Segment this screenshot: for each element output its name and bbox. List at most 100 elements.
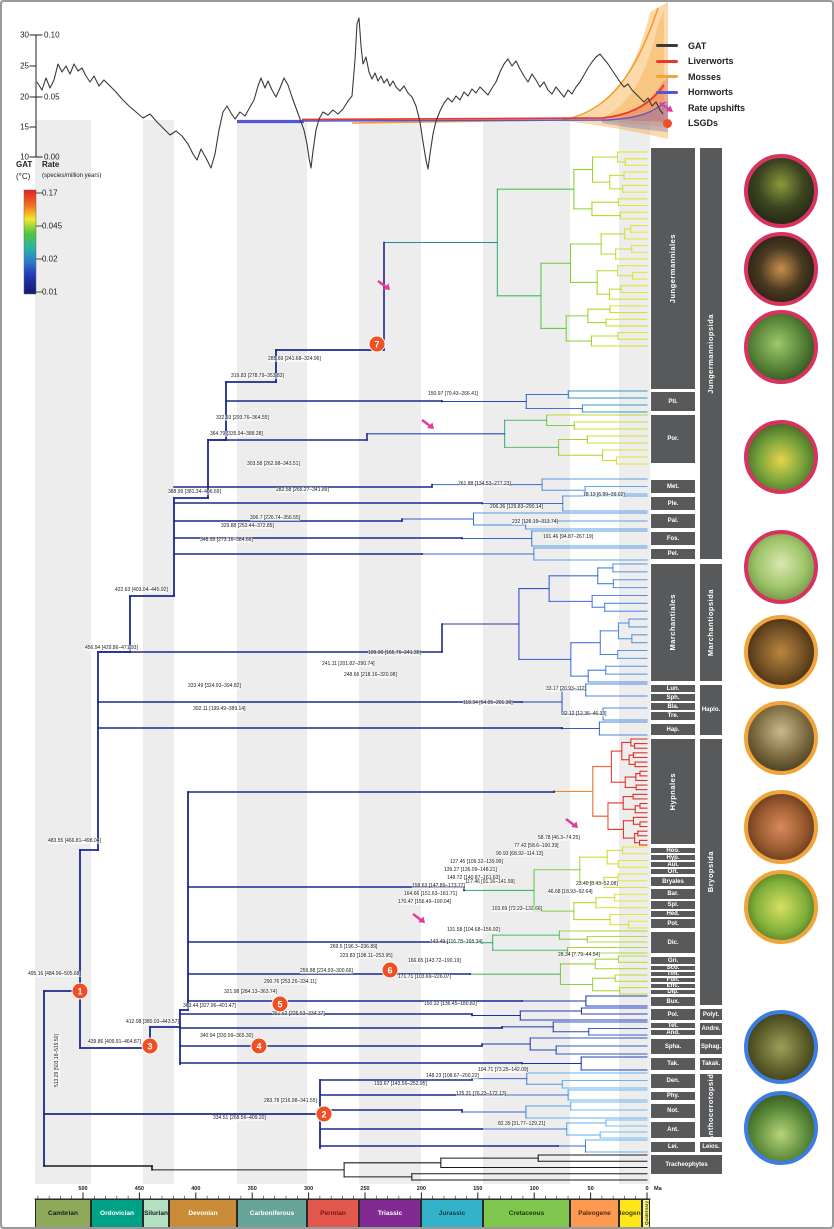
phylogenetic-tree xyxy=(43,151,648,1181)
node-age-label: 150.32 [136.45–180.82] xyxy=(424,1001,477,1007)
gat-tick-label: 30 xyxy=(20,30,29,40)
clade-bar-label: Dic. xyxy=(667,939,679,946)
clade-bar-marchantiopsida: Marchantiopsida xyxy=(699,563,723,682)
clade-bar-label: Hap. xyxy=(666,726,680,733)
clade-bar-label: Lun. xyxy=(666,685,680,692)
node-age-label: 23.40 [8.43–52.08] xyxy=(576,881,618,887)
node-age-label: 117.46 [91.16–141.99] xyxy=(465,879,515,885)
clade-bar-label: Jungermanniopsida xyxy=(706,313,716,394)
clade-bar-label: Tre. xyxy=(667,713,679,719)
clade-bar-label: Jungermanniales xyxy=(668,233,678,304)
legend-label: LSGDs xyxy=(688,118,719,129)
lsgd-marker-3: 3 xyxy=(142,1038,158,1054)
line-swatch xyxy=(656,75,678,79)
clade-bar-label: Haplo. xyxy=(701,707,721,713)
node-age-label: 269.5 [196.3–236.89] xyxy=(330,944,378,950)
rate-axis-label: Rate xyxy=(42,160,60,169)
clade-bar-gri: Gri. xyxy=(650,956,696,965)
lsgd-marker-5: 5 xyxy=(272,996,288,1012)
node-age-label: 248.66 [218.16–320.98] xyxy=(344,672,397,678)
clade-bar-tet: Tet. xyxy=(650,1022,696,1029)
timescale-unit-label: Ma xyxy=(654,1186,662,1192)
clade-bar-label: Lei. xyxy=(667,1144,679,1150)
clade-bar-pol: Pol. xyxy=(650,1008,696,1021)
node-age-label: 58.78 [46.3–74.25] xyxy=(538,835,580,841)
clade-bar-pal: Pal. xyxy=(650,513,696,529)
clade-bar-sco: Sco. xyxy=(650,965,696,971)
node-age-label: 483.55 [466.81–498.04] xyxy=(48,838,101,844)
clade-bar-haplo: Haplo. xyxy=(699,684,723,736)
gat-tick-label: 10 xyxy=(20,152,29,162)
clade-bar-label: Bryopsida xyxy=(706,851,716,893)
clade-bar-ple: Ple. xyxy=(650,496,696,511)
clade-bar-label: Marchantiopsida xyxy=(706,588,716,657)
clade-bar-hypnales: Hypnales xyxy=(650,738,696,845)
node-age-label: 261.88 [134.53–277.23] xyxy=(458,481,511,487)
lsgd-marker-7: 7 xyxy=(369,336,385,352)
period-label: Paleogene xyxy=(578,1210,611,1217)
node-age-label: 340.94 [330.99–365.30] xyxy=(200,1033,253,1039)
gat-axis-label: GAT xyxy=(16,160,33,169)
node-age-label: 364.79 [335.94–388.28] xyxy=(210,431,263,437)
node-age-label: 495.16 [484.96–505.68] xyxy=(28,971,81,977)
clade-bar-label: Not. xyxy=(667,1108,679,1114)
thallose-liverwort-gemma-cups-photo xyxy=(744,530,818,604)
clade-bar-marchantiales: Marchantiales xyxy=(650,563,696,682)
clade-bar-label: Ple. xyxy=(667,500,679,507)
clade-bar-label: Aul. xyxy=(667,861,679,868)
clade-bar-lun: Lun. xyxy=(650,684,696,693)
legend-item-mosses: Mosses xyxy=(654,69,804,85)
timescale-tick-label: 150 xyxy=(473,1186,483,1192)
liverwort-dark-shoots-photo xyxy=(744,154,818,228)
legend-item-gat: GAT xyxy=(654,38,804,54)
clade-bar-bla: Bla. xyxy=(650,702,696,711)
node-age-label: 170.47 [156.49–190.04] xyxy=(398,899,451,905)
clade-bar-met: Met. xyxy=(650,479,696,494)
clade-bar-polyt: Polyt. xyxy=(699,1008,723,1021)
node-age-label: 150.97 [79.43–266.41] xyxy=(428,391,479,397)
clade-bar-label: Hypnales xyxy=(668,772,678,811)
legend-label: Rate upshifts xyxy=(688,102,746,113)
line-swatch xyxy=(656,90,678,94)
period-permian: Permian xyxy=(307,1199,359,1227)
lsgd-marker-6: 6 xyxy=(382,962,398,978)
moss-dark-capsules-photo xyxy=(744,701,818,775)
node-age-label: 33.17 [20.93–112] xyxy=(546,686,586,692)
timescale-tick-label: 50 xyxy=(587,1186,594,1192)
timescale-tick-label: 400 xyxy=(191,1186,201,1192)
node-age-label: 333.49 [324.93–394.82] xyxy=(188,683,241,689)
clade-bar-label: Anthocerotopsida xyxy=(706,1073,716,1138)
clade-bar-pti: Pti. xyxy=(650,391,696,412)
node-age-label: 158.63 [147.89–173.77] xyxy=(412,883,465,889)
lsgd-dot-icon xyxy=(654,118,680,128)
period-label: Jurassic xyxy=(438,1210,466,1217)
rate-upshift-arrow xyxy=(377,280,390,290)
period-devonian: Devonian xyxy=(169,1199,237,1227)
clade-bar-spl: Spl. xyxy=(650,900,696,910)
clade-bar-label: Dip. xyxy=(667,989,679,995)
clade-bar-label: Pti. xyxy=(668,398,678,405)
node-age-label: 456.94 [429.86–471.93] xyxy=(85,645,138,651)
node-age-label: 148.23 [108.67–200.22] xyxy=(426,1073,479,1079)
timescale-tick-label: 100 xyxy=(529,1186,539,1192)
clade-bar-not: Not. xyxy=(650,1103,696,1119)
clade-bar-takak: Takak. xyxy=(699,1057,723,1071)
moss-brown-capsules-photo xyxy=(744,615,818,689)
node-age-label: 166.65 [143.72–190.19] xyxy=(408,958,461,964)
clade-bar-label: Sph. xyxy=(666,694,680,701)
node-age-label: 18.13 [6.99–39.02] xyxy=(583,492,625,498)
rate-axis-unit: (species/million years) xyxy=(42,173,102,179)
colorbar-tick-label: 0.02 xyxy=(42,254,58,264)
period-cambrian: Cambrian xyxy=(35,1199,91,1227)
moss-yellow-green-photo xyxy=(744,870,818,944)
clade-bar-label: Pol. xyxy=(667,1011,679,1018)
clade-bar-hoo: Hoo. xyxy=(650,847,696,854)
colorbar-tick-label: 0.045 xyxy=(42,221,63,231)
line-swatch-icon xyxy=(654,59,680,63)
legend-item-hornworts: Hornworts xyxy=(654,85,804,101)
clade-bar-label: Por. xyxy=(667,436,679,442)
clade-bar-label: Tet. xyxy=(667,1022,679,1029)
colorbar-tick-label: 0.01 xyxy=(42,287,58,297)
